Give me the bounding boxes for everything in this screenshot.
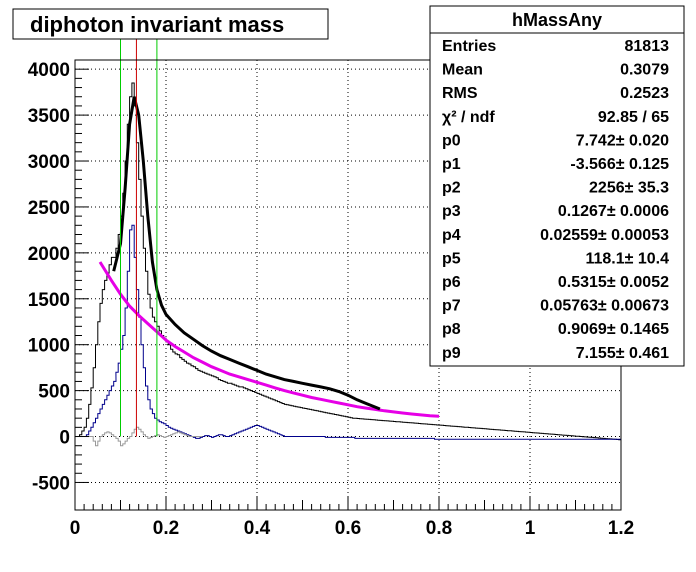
stats-row-label: p8 (442, 321, 461, 338)
y-tick-label: 2000 (28, 244, 70, 265)
stats-row-value: 92.85 / 65 (598, 109, 669, 126)
axes: 0 0.2 0.4 0.6 0.8 1 1.2 -500 0 500 1000 1500 2000 250… (28, 59, 634, 539)
stats-row-value: 7.155± 0.461 (576, 345, 669, 362)
stats-row-label: p0 (442, 132, 461, 149)
stats-row-label: p6 (442, 274, 461, 291)
fit-curves (98, 96, 440, 418)
stats-row-label: Entries (442, 38, 496, 55)
x-tick-label: 1 (525, 518, 536, 539)
x-tick-label: 0.8 (426, 518, 452, 539)
stats-row-label: Mean (442, 62, 483, 79)
stats-row-value: 0.9069± 0.1465 (558, 321, 669, 338)
stats-box: hMassAny Entries 81813 Mean 0.3079 RMS 0.2523… (429, 5, 685, 367)
stats-row-value: 2256± 35.3 (589, 180, 669, 197)
y-tick-label: 0 (59, 428, 70, 449)
stats-row-label: p1 (442, 156, 461, 173)
y-tick-label: -500 (32, 473, 70, 494)
y-tick-label: 500 (38, 382, 70, 403)
stats-row-label: p9 (442, 345, 461, 362)
x-tick-label: 0 (70, 518, 81, 539)
stats-row-label: p2 (442, 180, 461, 197)
stats-row-label: p3 (442, 203, 461, 220)
stats-row-label: RMS (442, 85, 478, 102)
stats-row-value: 0.02559± 0.00053 (540, 227, 669, 244)
stats-row-value: -3.566± 0.125 (570, 156, 669, 173)
y-tick-label: 4000 (28, 60, 70, 81)
stats-row-value: 0.05763± 0.00673 (540, 298, 669, 315)
y-tick-label: 1000 (28, 336, 70, 357)
chart-title: diphoton invariant mass (30, 12, 284, 37)
y-tick-label: 2500 (28, 198, 70, 219)
stats-row-label: p7 (442, 298, 461, 315)
stats-row-value: 118.1± 10.4 (585, 250, 669, 267)
y-tick-label: 1500 (28, 290, 70, 311)
stats-row-value: 0.3079 (620, 62, 669, 79)
stats-row-value: 0.1267± 0.0006 (558, 203, 669, 220)
stats-row-label: χ² / ndf (442, 109, 495, 126)
stats-row-value: 81813 (625, 38, 670, 55)
x-tick-label: 0.2 (153, 518, 179, 539)
histogram-residual (75, 426, 203, 447)
title-box: diphoton invariant mass (12, 8, 329, 40)
x-tick-label: 1.2 (608, 518, 634, 539)
stats-row-value: 7.742± 0.020 (576, 132, 669, 149)
y-tick-label: 3000 (28, 152, 70, 173)
stats-box-name: hMassAny (512, 10, 602, 30)
stats-row-label: p5 (442, 250, 461, 267)
stats-rows: Entries 81813 Mean 0.3079 RMS 0.2523 χ² / ndf 9… (442, 38, 669, 362)
stats-row-value: 0.2523 (620, 85, 669, 102)
window-lines (120, 30, 158, 437)
x-tick-label: 0.4 (244, 518, 271, 539)
histogram-subtracted (75, 224, 621, 440)
stats-row-label: p4 (442, 227, 461, 244)
total-fit-curve (112, 96, 381, 411)
stats-row-value: 0.5315± 0.0052 (558, 274, 669, 291)
x-tick-label: 0.6 (335, 518, 361, 539)
background-fit-curve (98, 261, 440, 418)
y-tick-label: 3500 (28, 106, 70, 127)
